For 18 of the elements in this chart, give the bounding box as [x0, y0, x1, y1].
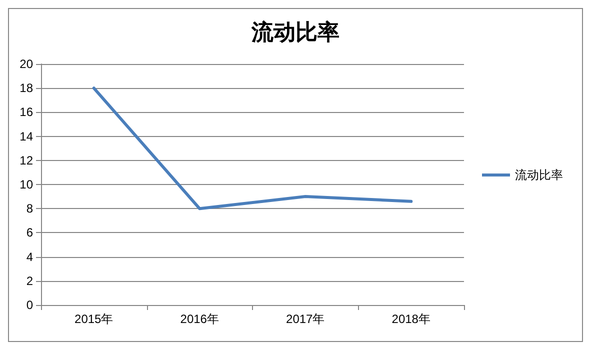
y-tick-label: 12	[20, 153, 34, 168]
x-tick-label: 2018年	[392, 312, 430, 326]
y-tick-label: 8	[26, 202, 34, 216]
legend-label: 流动比率	[515, 168, 563, 182]
x-tick-label: 2017年	[286, 312, 325, 326]
x-tick-label: 2016年	[180, 312, 219, 326]
y-tick-label: 10	[20, 178, 34, 192]
y-tick-label: 0	[26, 298, 34, 312]
y-tick-label: 6	[26, 226, 34, 240]
chart-title: 流动比率	[250, 20, 340, 46]
y-tick-label: 18	[20, 81, 34, 96]
y-tick-label: 14	[20, 129, 34, 144]
y-tick-label: 16	[20, 105, 34, 120]
y-tick-label: 2	[26, 274, 34, 288]
y-tick-label: 4	[26, 250, 34, 264]
x-tick-label: 2015年	[74, 312, 114, 326]
line-series	[92, 86, 413, 210]
y-tick-label: 20	[20, 57, 34, 71]
